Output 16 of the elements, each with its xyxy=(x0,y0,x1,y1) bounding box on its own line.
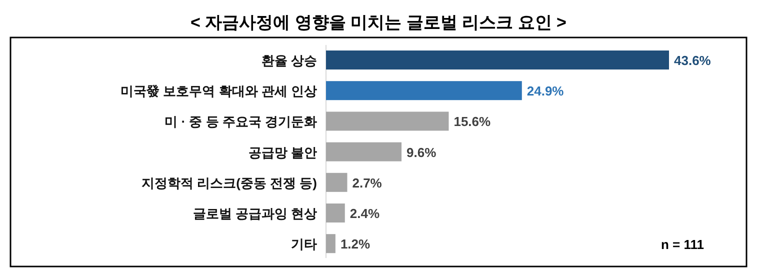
data-label: 43.6% xyxy=(674,53,712,68)
data-label: 15.6% xyxy=(454,114,492,130)
y-tick-label: 글로벌 공급과잉 현상 xyxy=(192,206,317,221)
data-label: 1.2% xyxy=(340,236,371,252)
y-tick-label: 미 · 중 등 주요국 경기둔화 xyxy=(164,114,317,130)
y-tick-label: 공급망 불안 xyxy=(248,144,317,160)
data-label: 2.7% xyxy=(352,175,382,190)
data-label: 2.4% xyxy=(350,206,380,221)
y-tick-label: 지정학적 리스크(중동 전쟁 등) xyxy=(142,175,317,190)
y-tick-label: 미국發 보호무역 확대와 관세 인상 xyxy=(120,84,317,99)
annotation: n = 111 xyxy=(660,237,704,252)
chart-title: < 자금사정에 영향을 미치는 글로벌 리스크 요인 > xyxy=(190,13,567,32)
y-tick-label: 기타 xyxy=(291,236,317,252)
data-label: 24.9% xyxy=(526,84,564,99)
y-tick-label: 환율 상승 xyxy=(261,53,317,68)
data-label: 9.6% xyxy=(406,144,437,160)
